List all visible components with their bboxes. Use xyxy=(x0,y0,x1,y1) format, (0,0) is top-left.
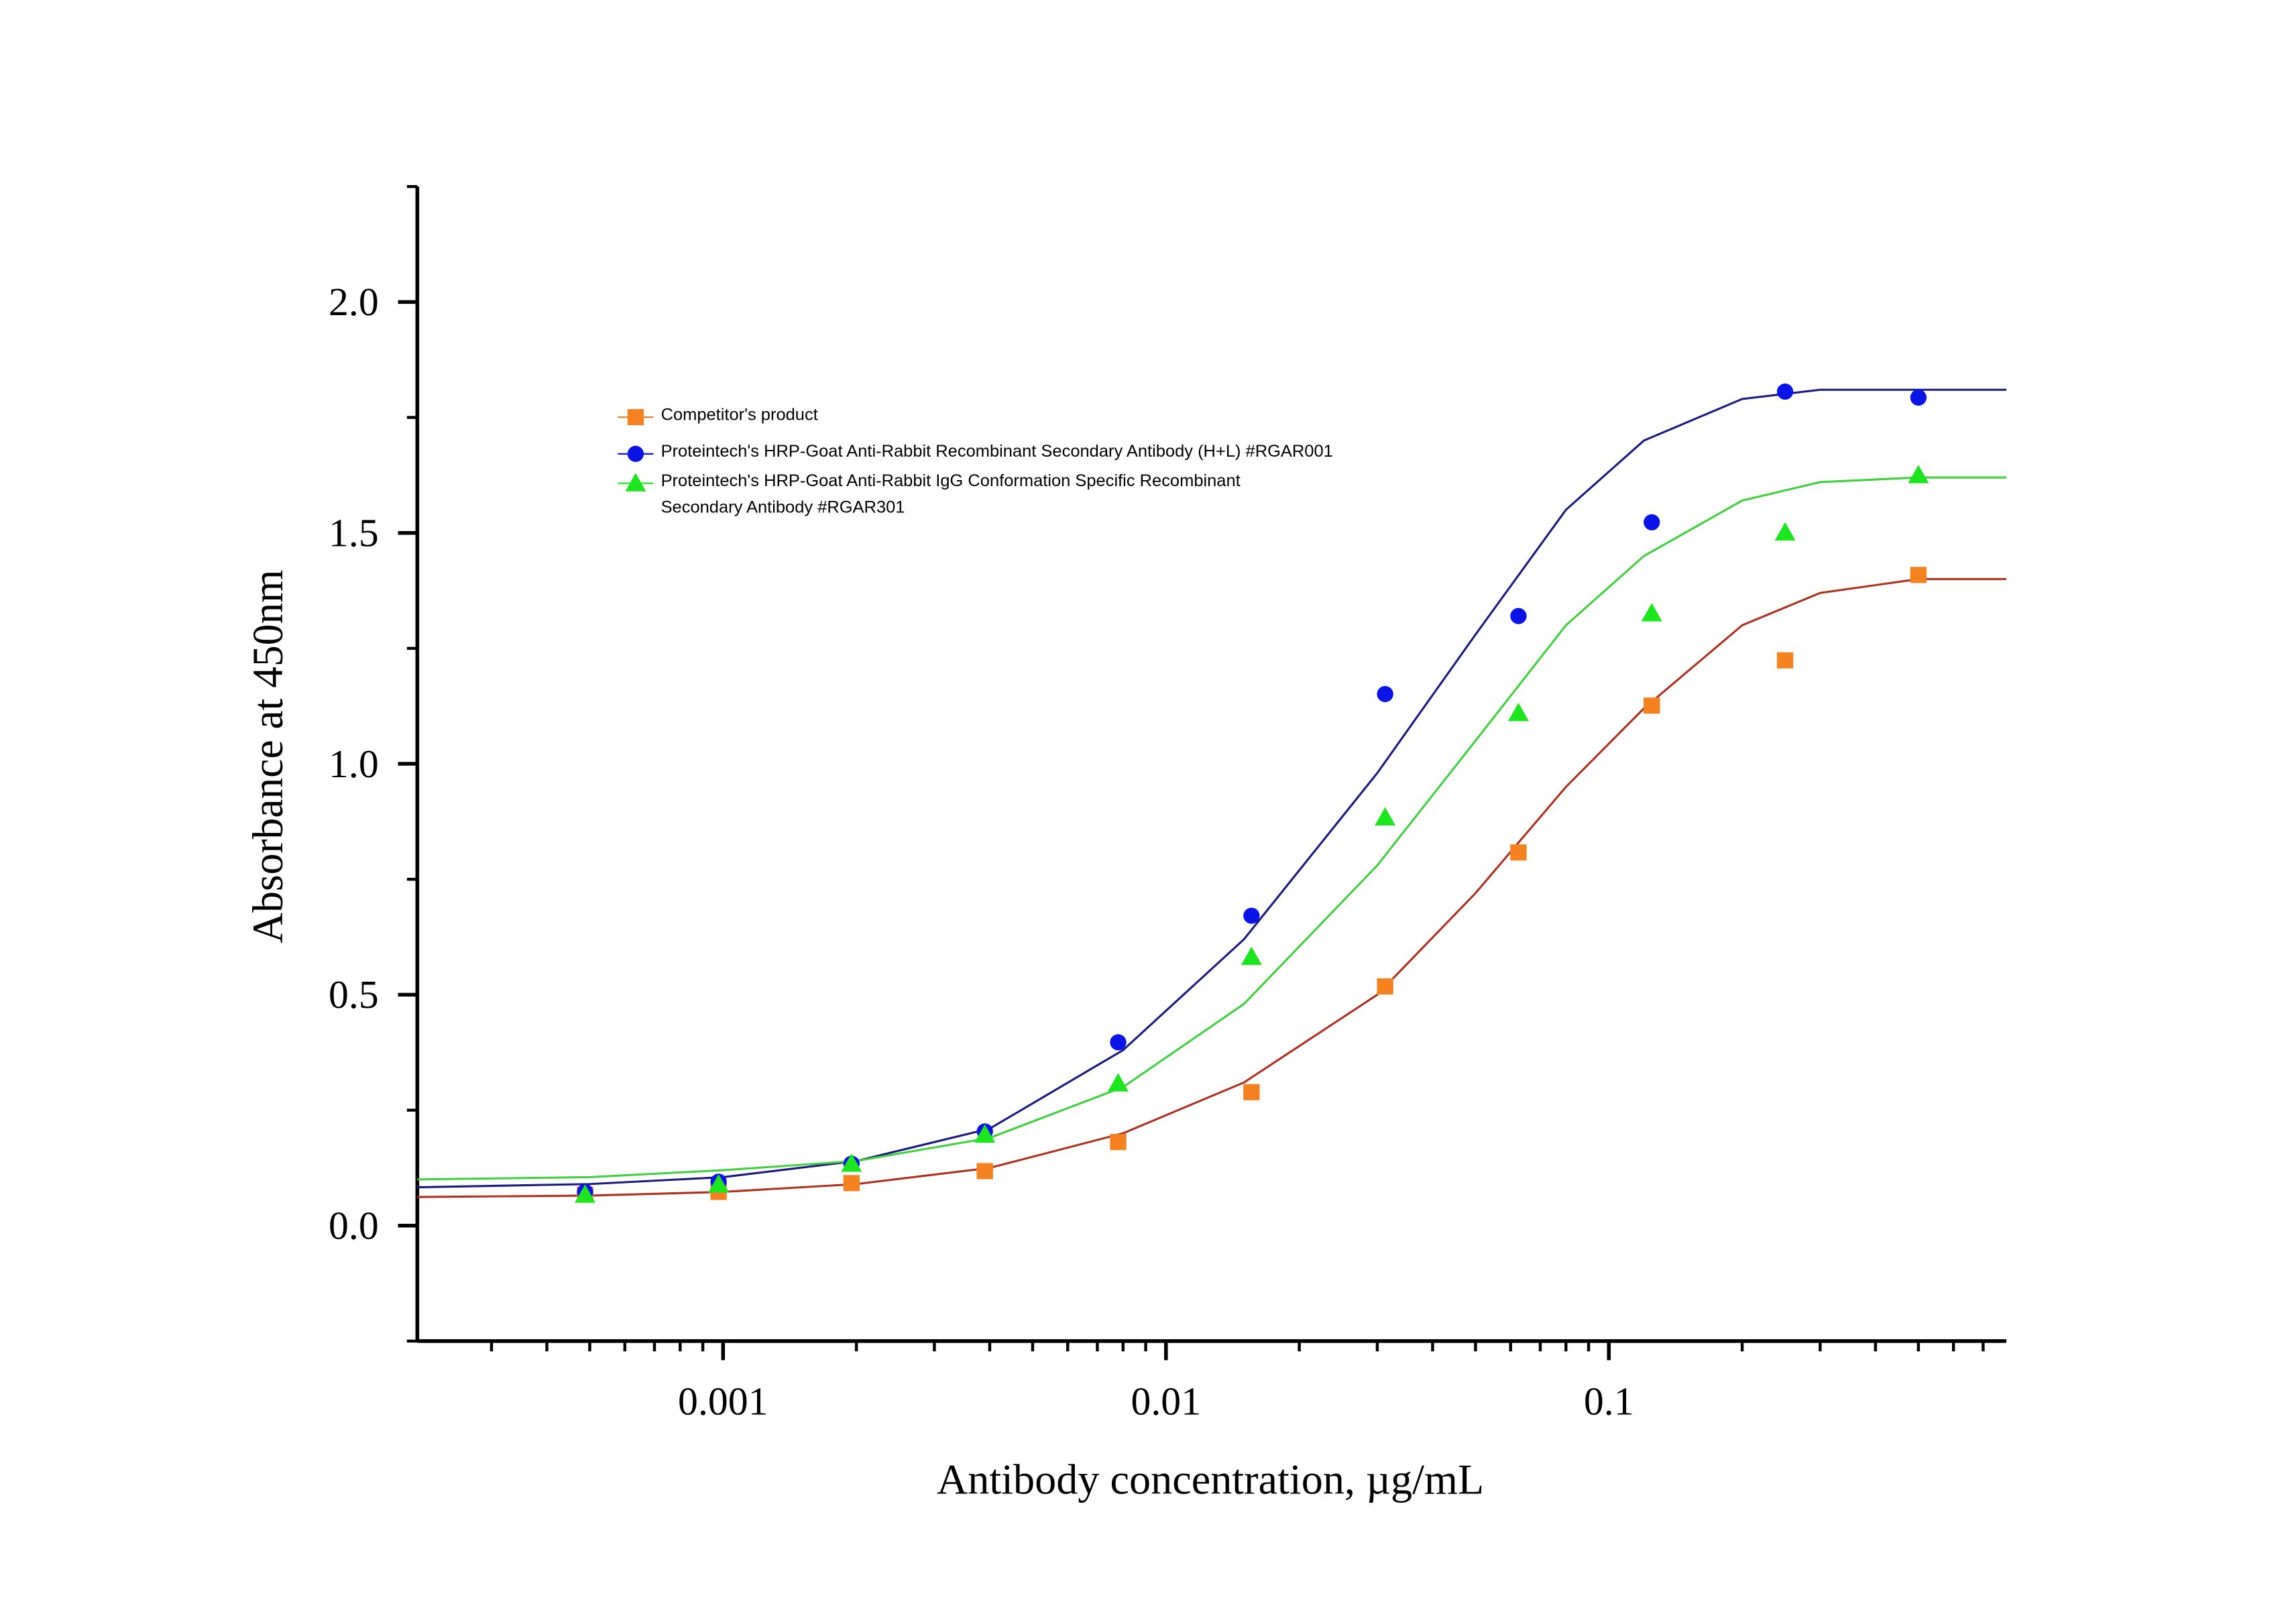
data-point xyxy=(708,1174,730,1193)
data-point xyxy=(1243,1084,1260,1100)
y-tick-label: 0.5 xyxy=(329,972,379,1017)
marker xyxy=(627,445,644,462)
data-point xyxy=(1375,807,1396,825)
data-point xyxy=(575,1184,596,1203)
y-tick-label: 2.0 xyxy=(329,280,379,324)
y-tick-label: 1.5 xyxy=(329,511,379,555)
marker xyxy=(625,473,646,492)
x-tick-label: 0.01 xyxy=(1131,1379,1201,1424)
x-tick-label: 0.001 xyxy=(678,1379,768,1424)
legend-item: Proteintech's HRP-Goat Anti-Rabbit Recom… xyxy=(618,443,1333,462)
data-point xyxy=(1241,946,1262,965)
legend-item: Competitor's product xyxy=(618,406,818,426)
data-point xyxy=(1776,652,1794,669)
data-point xyxy=(1776,383,1794,400)
fit-curve xyxy=(417,476,2007,1181)
data-point xyxy=(1644,697,1660,714)
fit-curve xyxy=(417,578,2007,1198)
data-point xyxy=(976,1163,993,1180)
data-point xyxy=(1377,686,1393,703)
data-point xyxy=(1910,389,1927,406)
data-point xyxy=(843,1175,860,1192)
data-point xyxy=(1243,907,1260,924)
data-point xyxy=(1507,702,1529,722)
legend-label-box: Proteintech's HRP-Goat Anti-Rabbit Recom… xyxy=(661,443,1333,461)
data-point xyxy=(1110,1134,1127,1151)
data-point xyxy=(841,1153,862,1172)
x-axis-title: Antibody concentration, µg/mL xyxy=(937,1456,1484,1503)
fit-curve xyxy=(417,388,2007,1189)
data-point xyxy=(1774,522,1796,541)
data-point xyxy=(1641,603,1662,622)
legend-item: Proteintech's HRP-Goat Anti-Rabbit IgG C… xyxy=(618,473,1241,518)
y-axis-title: Absorbance at 450nm xyxy=(243,569,291,943)
data-point xyxy=(1644,514,1660,530)
marker xyxy=(627,409,644,426)
data-point xyxy=(1108,1073,1129,1092)
y-tick-label: 1.0 xyxy=(329,742,379,786)
legend-label: Proteintech's HRP-Goat Anti-Rabbit IgG C… xyxy=(661,473,1241,518)
data-point xyxy=(1377,978,1393,995)
x-tick-label: 0.1 xyxy=(1584,1379,1634,1424)
legend-label-box: Proteintech's HRP-Goat Anti-Rabbit IgG C… xyxy=(661,473,1241,518)
legend-label: Proteintech's HRP-Goat Anti-Rabbit Recom… xyxy=(661,443,1333,461)
data-point xyxy=(1908,465,1929,483)
data-point xyxy=(1110,1034,1127,1051)
data-point xyxy=(1510,844,1527,861)
y-tick-label: 0.0 xyxy=(329,1204,379,1248)
data-point xyxy=(1910,567,1927,583)
data-point xyxy=(974,1124,996,1143)
legend-label-box: Competitor's product xyxy=(661,406,818,425)
data-point xyxy=(1510,608,1527,624)
legend-label: Competitor's product xyxy=(661,406,818,425)
